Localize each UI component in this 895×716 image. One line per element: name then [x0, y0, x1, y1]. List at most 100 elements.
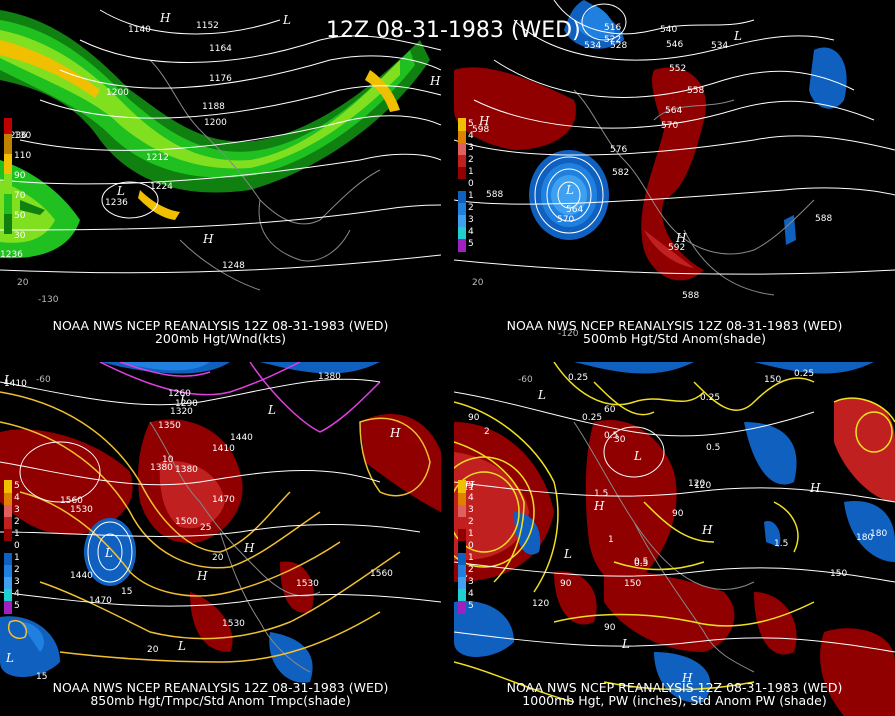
- legend-label: 5: [14, 481, 20, 491]
- svg-text:H: H: [681, 671, 693, 685]
- contour-label: 1500: [175, 517, 198, 527]
- svg-text:H: H: [675, 231, 687, 245]
- legend-label: 0: [14, 541, 20, 551]
- legend-label: 3: [468, 215, 474, 225]
- contour-label: 60: [604, 405, 616, 415]
- svg-text:H: H: [202, 232, 214, 246]
- contour-label: 0.5: [706, 443, 720, 453]
- legend-swatch: [4, 194, 12, 214]
- contour-label: 534: [584, 41, 601, 51]
- contour-label: 516: [604, 23, 621, 33]
- legend-label: 4: [468, 131, 474, 141]
- svg-text:L: L: [537, 388, 546, 402]
- svg-text:L: L: [5, 651, 14, 665]
- contour-label: 1212: [146, 153, 169, 163]
- contour-label: 588: [682, 291, 699, 301]
- svg-text:L: L: [179, 393, 188, 407]
- contour-label: 588: [815, 214, 832, 224]
- contour-label: 1440: [70, 571, 93, 581]
- contour-label: 1188: [202, 102, 225, 112]
- contour-label: 1410: [212, 444, 235, 454]
- contour-label: 0.25: [568, 373, 588, 383]
- contour-label: 1.5: [774, 539, 788, 549]
- legend-label: 1: [14, 553, 20, 563]
- svg-text:H: H: [701, 523, 713, 537]
- legend-label: 2: [468, 155, 474, 165]
- legend-swatch: [4, 154, 12, 174]
- contour-label: 1470: [89, 596, 112, 606]
- caption-variable: 500mb Hgt/Std Anom(shade): [583, 331, 766, 346]
- contour-label: 552: [669, 64, 686, 74]
- svg-text:H: H: [159, 11, 171, 25]
- contour-label: 15: [121, 587, 132, 597]
- caption-source: NOAA NWS NCEP REANALYSIS 12Z 08-31-1983 …: [52, 318, 389, 333]
- caption-variable: 1000mb Hgt, PW (inches), Std Anom PW (sh…: [522, 693, 827, 708]
- legend-label: 5: [468, 239, 474, 249]
- lon-label: -60: [518, 375, 533, 385]
- legend-swatch: [4, 214, 12, 234]
- svg-text:H: H: [463, 479, 475, 493]
- svg-text:L: L: [565, 183, 574, 197]
- svg-text:L: L: [282, 13, 291, 27]
- svg-text:H: H: [593, 499, 605, 513]
- contour-label: 528: [610, 41, 627, 51]
- contour-label: 90: [560, 579, 572, 589]
- svg-text:H: H: [196, 569, 208, 583]
- contour-label: 0.25: [794, 369, 814, 379]
- contour-label: 592: [668, 243, 685, 253]
- legend-label: 5: [468, 119, 474, 129]
- legend-label: 3: [468, 143, 474, 153]
- legend-label: 50: [14, 211, 26, 221]
- contour-label: 1176: [209, 74, 232, 84]
- contour-label: 1164: [209, 44, 232, 54]
- contour-label: 598: [472, 125, 489, 135]
- contour-label: 1236: [0, 250, 23, 260]
- legend-swatch: [4, 174, 12, 194]
- legend-swatch: [4, 134, 12, 154]
- caption-source: NOAA NWS NCEP REANALYSIS 12Z 08-31-1983 …: [506, 680, 843, 695]
- svg-text:L: L: [621, 637, 630, 651]
- svg-text:L: L: [3, 373, 12, 387]
- legend-label: 4: [468, 589, 474, 599]
- legend-label: 3: [14, 577, 20, 587]
- legend-label: 3: [14, 505, 20, 515]
- contour-label: 1530: [296, 579, 319, 589]
- contour-label: 1236: [105, 198, 128, 208]
- legend-label: 30: [14, 231, 26, 241]
- contour-label: 180: [856, 533, 873, 543]
- contour-label: 1380: [175, 465, 198, 475]
- contour-label: 576: [610, 145, 627, 155]
- legend-label: 5: [468, 601, 474, 611]
- legend-label: 2: [14, 565, 20, 575]
- map-panel-200mb: 1140 1152 1164 1176 1188 1200 1212 1224 …: [0, 0, 441, 354]
- legend-label: 0: [468, 541, 474, 551]
- lon-label: 20: [472, 278, 484, 288]
- map-panel-500mb: 516 522 528 534 540 546 534 552 558 564 …: [454, 0, 895, 354]
- contour-label: 15: [36, 672, 47, 682]
- svg-text:L: L: [104, 546, 113, 560]
- contour-label: 25: [200, 523, 211, 533]
- contour-label: 570: [557, 215, 574, 225]
- contour-label: 1152: [196, 21, 219, 31]
- legend-label: 3: [468, 505, 474, 515]
- legend-label: 4: [14, 589, 20, 599]
- contour-label: 1350: [158, 421, 181, 431]
- contour-label: 522: [604, 35, 621, 45]
- contour-label: 90: [604, 623, 616, 633]
- contour-label: 120: [532, 599, 549, 609]
- contour-label: 558: [687, 86, 704, 96]
- date-banner: 12Z 08-31-1983 (WED): [326, 18, 581, 43]
- lon-label: -130: [38, 295, 59, 305]
- contour-label: 0.5: [634, 557, 648, 567]
- legend-label: 90: [14, 171, 26, 181]
- contour-label: 120: [688, 479, 705, 489]
- legend-label: 70: [14, 191, 26, 201]
- contour-label: 1224: [150, 182, 173, 192]
- svg-text:L: L: [733, 29, 742, 43]
- svg-text:L: L: [267, 403, 276, 417]
- contour-label: 120: [694, 481, 711, 491]
- map-panel-1000mb: 0.25 0.25 0.5 0.25 0.25 0.5 2 1.5 1 0.5 …: [454, 362, 895, 716]
- map-1000mb: 0.25 0.25 0.5 0.25 0.25 0.5 2 1.5 1 0.5 …: [454, 362, 895, 716]
- contour-label: 0.5: [604, 431, 618, 441]
- legend-label: 1: [468, 553, 474, 563]
